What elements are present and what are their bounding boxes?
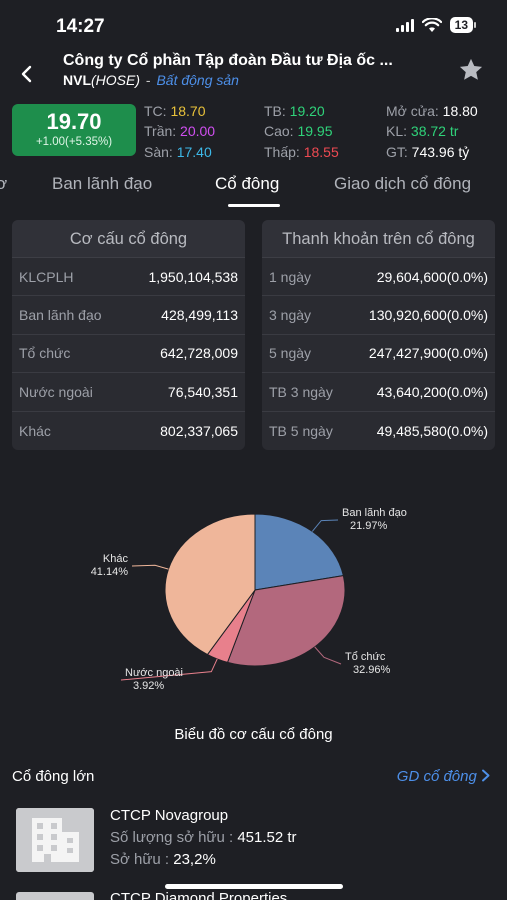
current-price: 19.70 [46, 109, 102, 134]
back-arrow-icon[interactable] [16, 62, 38, 86]
favorite-star-icon[interactable] [457, 56, 485, 84]
stat-kl: KL: 38.72 tr [386, 123, 459, 139]
ticker-symbol: NVL [63, 72, 91, 88]
holder-quantity: Số lượng sở hữu : 451.52 tr [110, 829, 297, 846]
stat-mo-cua: Mở cửa: 18.80 [386, 103, 478, 119]
table-row: KLCPLH 1,950,104,538 [12, 258, 245, 297]
stat-san: Sàn: 17.40 [144, 144, 212, 160]
table-row: 3 ngày 130,920,600(0.0%) [262, 296, 495, 335]
pie-slice [164, 513, 256, 656]
table-row: Nước ngoài 76,540,351 [12, 373, 245, 412]
wifi-icon [421, 17, 442, 32]
building-icon [16, 808, 94, 872]
price-change: +1.00(+5.35%) [35, 136, 113, 148]
pie-slice-name: Khác [103, 553, 129, 565]
pie-slice-percent: 21.97% [350, 520, 388, 532]
major-holder-item[interactable]: CTCP Novagroup Số lượng sở hữu : 451.52 … [16, 805, 496, 875]
table-row: TB 5 ngày 49,485,580(0.0%) [269, 422, 488, 439]
pie-slice [254, 513, 344, 591]
liquidity-card: Thanh khoản trên cổ đông 1 ngày 29,604,60… [262, 220, 495, 450]
pie-leader-line [120, 658, 218, 681]
holder-name: CTCP Novagroup [110, 807, 229, 824]
table-row: 1 ngày 29,604,600(0.0%) [262, 258, 495, 297]
table-row: 5 ngày 247,427,900(0.0%) [262, 335, 495, 374]
stat-thap: Thấp: 18.55 [264, 144, 339, 160]
stat-tran: Trần: 20.00 [144, 123, 216, 139]
pie-slice-name: Ban lãnh đạo [342, 507, 407, 519]
shareholder-pie-chart: Ban lãnh đạo 21.97% Tổ chức 32.96% Nước ngoà… [0, 490, 507, 710]
status-icons: 13 [395, 17, 477, 33]
stat-tb: TB: 19.20 [264, 103, 325, 119]
holder-name: CTCP Diamond Properties [110, 890, 288, 900]
pie-leader-line [131, 564, 169, 570]
stat-gt: GT: 743.96 tỷ [386, 144, 470, 160]
building-icon [16, 892, 94, 900]
pie-slice-name: Tổ chức [345, 651, 386, 663]
ticker-separator: - [145, 72, 151, 88]
status-bar: 14:27 13 [0, 0, 507, 52]
price-box: 19.70 +1.00(+5.35%) [12, 104, 136, 156]
chevron-right-icon [482, 769, 490, 782]
company-name: Công ty Cổ phần Tập đoàn Đầu tư Địa ốc .… [63, 52, 393, 69]
tab-previous[interactable]: ơ [0, 174, 8, 193]
pie-slice-percent: 3.92% [133, 680, 164, 692]
status-time: 14:27 [56, 16, 105, 37]
pie-slice-percent: 32.96% [353, 664, 391, 676]
pie-leader-line [311, 519, 339, 532]
table-row: Ban lãnh đạo 428,499,113 [12, 296, 245, 335]
cellular-signal-icon [395, 18, 414, 32]
pie-slice [226, 575, 346, 667]
shareholder-structure-card: Cơ cấu cổ đông KLCPLH 1,950,104,538 Ban l… [12, 220, 245, 450]
shareholder-transactions-link[interactable]: GD cổ đông [397, 768, 491, 785]
header: Công ty Cổ phần Tập đoàn Đầu tư Địa ốc .… [0, 50, 507, 98]
table-row: Khác 802,337,065 [19, 422, 238, 439]
stat-cao: Cao: 19.95 [264, 123, 333, 139]
sector-link[interactable]: Bất động sản [156, 72, 239, 88]
tab-co-dong[interactable]: Cổ đông [215, 174, 280, 193]
pie-slice-percent: 41.14% [91, 566, 129, 578]
chart-title: Biểu đồ cơ cấu cổ đông [174, 726, 333, 743]
home-indicator [165, 884, 343, 889]
card-title: Cơ cấu cổ đông [12, 220, 245, 258]
active-tab-indicator [228, 204, 280, 207]
pie-slice-name: Nước ngoài [125, 667, 183, 679]
ticker-line: NVL(HOSE) - Bất động sản [63, 72, 239, 88]
battery-indicator: 13 [449, 17, 477, 33]
pie-leader-line [314, 646, 342, 665]
table-row: Tổ chức 642,728,009 [12, 335, 245, 374]
major-holders-title: Cổ đông lớn [12, 768, 95, 785]
major-holder-item[interactable]: CTCP Diamond Properties [16, 888, 496, 900]
tab-ban-lanh-dao[interactable]: Ban lãnh đạo [52, 174, 153, 193]
table-row: TB 3 ngày 43,640,200(0.0%) [262, 373, 495, 412]
holder-ownership: Sở hữu : 23,2% [110, 851, 216, 868]
tab-bar: ơ Ban lãnh đạo Cổ đông Giao dịch cổ đông [0, 168, 507, 208]
tab-giao-dich-co-dong[interactable]: Giao dịch cổ đông [334, 174, 472, 193]
card-title: Thanh khoản trên cổ đông [262, 220, 495, 258]
stat-tc: TC: 18.70 [144, 103, 206, 119]
exchange-label: (HOSE) [91, 72, 140, 88]
